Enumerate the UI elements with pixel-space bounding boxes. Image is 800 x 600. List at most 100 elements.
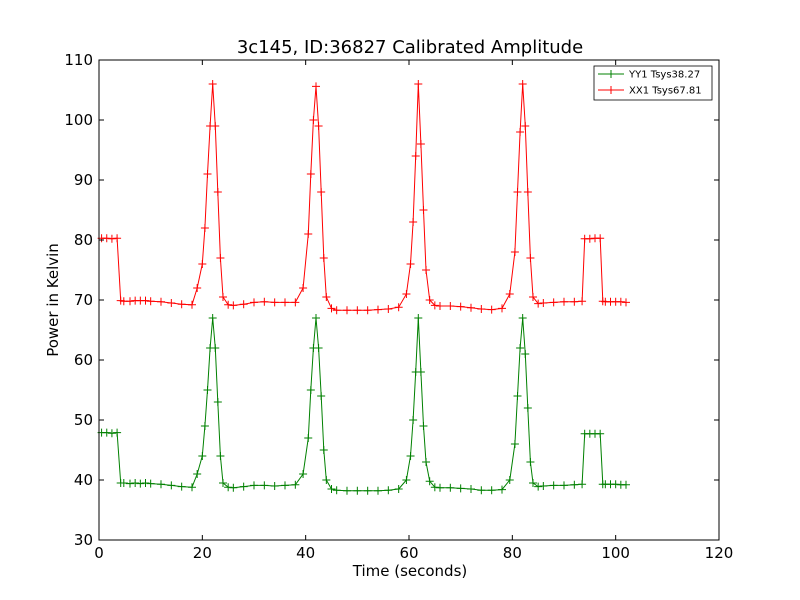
data-point — [224, 300, 233, 309]
data-point — [419, 206, 428, 214]
data-point — [353, 306, 362, 315]
data-point — [374, 305, 382, 314]
data-point — [203, 170, 212, 178]
data-point — [136, 479, 145, 488]
data-point — [107, 429, 116, 438]
series-line-yy1 — [101, 317, 626, 492]
data-point — [456, 302, 465, 311]
data-point — [216, 254, 225, 262]
y-tick-label: 30 — [74, 531, 93, 549]
data-point — [322, 476, 331, 484]
data-point — [414, 80, 423, 88]
y-tick-label: 50 — [74, 411, 93, 429]
data-point — [304, 230, 313, 238]
data-point — [306, 386, 315, 394]
data-point — [126, 297, 134, 306]
data-point — [260, 297, 269, 306]
data-point — [198, 260, 207, 268]
data-point — [332, 306, 341, 315]
data-point — [498, 485, 506, 494]
data-point — [523, 188, 532, 196]
x-tick-label: 0 — [94, 544, 104, 562]
legend-entry-xx1: XX1 Tsys67.81 — [598, 86, 702, 97]
y-tick-label: 100 — [64, 111, 93, 129]
data-point — [270, 482, 279, 490]
legend-marker-yy1 — [607, 70, 615, 78]
data-point — [299, 470, 308, 478]
data-point — [102, 234, 111, 243]
data-point — [239, 482, 248, 491]
data-point — [549, 481, 558, 490]
y-tick-label: 70 — [74, 291, 93, 309]
data-point — [319, 254, 328, 262]
data-point — [510, 440, 519, 448]
data-point — [622, 298, 630, 307]
data-point — [312, 314, 320, 322]
data-point — [131, 479, 140, 487]
series-layer — [97, 80, 630, 495]
data-point — [119, 479, 128, 487]
data-point — [327, 304, 336, 313]
data-point — [312, 82, 320, 91]
x-tick-label: 80 — [503, 544, 522, 562]
data-point — [578, 480, 587, 489]
data-point — [436, 302, 444, 310]
data-point — [208, 314, 217, 322]
data-point — [416, 140, 425, 148]
series-yy1 — [97, 314, 630, 495]
data-point — [299, 284, 308, 292]
legend-marker-xx1 — [607, 86, 615, 94]
data-point — [611, 480, 620, 489]
data-point — [523, 404, 532, 412]
data-point — [394, 303, 403, 312]
data-point — [332, 486, 341, 495]
data-point — [198, 452, 207, 460]
x-tick-label: 40 — [296, 544, 315, 562]
data-point — [596, 429, 605, 438]
data-point — [534, 482, 543, 491]
data-point — [314, 122, 323, 130]
data-point — [414, 314, 423, 322]
data-point — [513, 392, 522, 400]
data-point — [229, 483, 238, 492]
data-point — [322, 293, 331, 301]
data-point — [363, 486, 372, 495]
data-point — [146, 297, 155, 306]
data-point — [260, 481, 269, 490]
data-point — [394, 485, 403, 493]
legend-entry-yy1: YY1 Tsys38.27 — [598, 70, 700, 81]
series-line-xx1 — [101, 83, 627, 311]
axis-ticks: 0 20 40 60 80 100 120 30 40 50 60 70 80 90 100 110 — [64, 51, 733, 562]
data-point — [384, 486, 393, 495]
data-point — [521, 350, 530, 358]
data-point — [446, 483, 455, 492]
data-point — [467, 485, 475, 493]
data-point — [411, 152, 420, 160]
data-point — [539, 482, 548, 490]
data-point — [188, 483, 196, 492]
data-point — [193, 470, 202, 478]
data-point — [534, 299, 543, 308]
data-point — [224, 483, 233, 492]
data-point — [213, 188, 222, 196]
y-tick-label: 80 — [74, 231, 93, 249]
data-point — [419, 422, 428, 430]
data-point — [456, 484, 465, 493]
data-point — [518, 314, 527, 322]
data-point — [200, 224, 209, 232]
data-point — [281, 298, 289, 307]
data-point — [219, 479, 227, 487]
data-point — [521, 122, 530, 130]
data-point — [102, 428, 111, 437]
data-point — [402, 476, 411, 484]
data-point — [177, 482, 186, 491]
data-point — [406, 452, 415, 460]
data-point — [487, 305, 496, 314]
data-point — [516, 128, 525, 136]
data-point — [213, 398, 222, 406]
data-point — [467, 303, 475, 312]
data-point — [549, 298, 558, 307]
data-point — [229, 301, 238, 310]
data-point — [487, 486, 496, 495]
